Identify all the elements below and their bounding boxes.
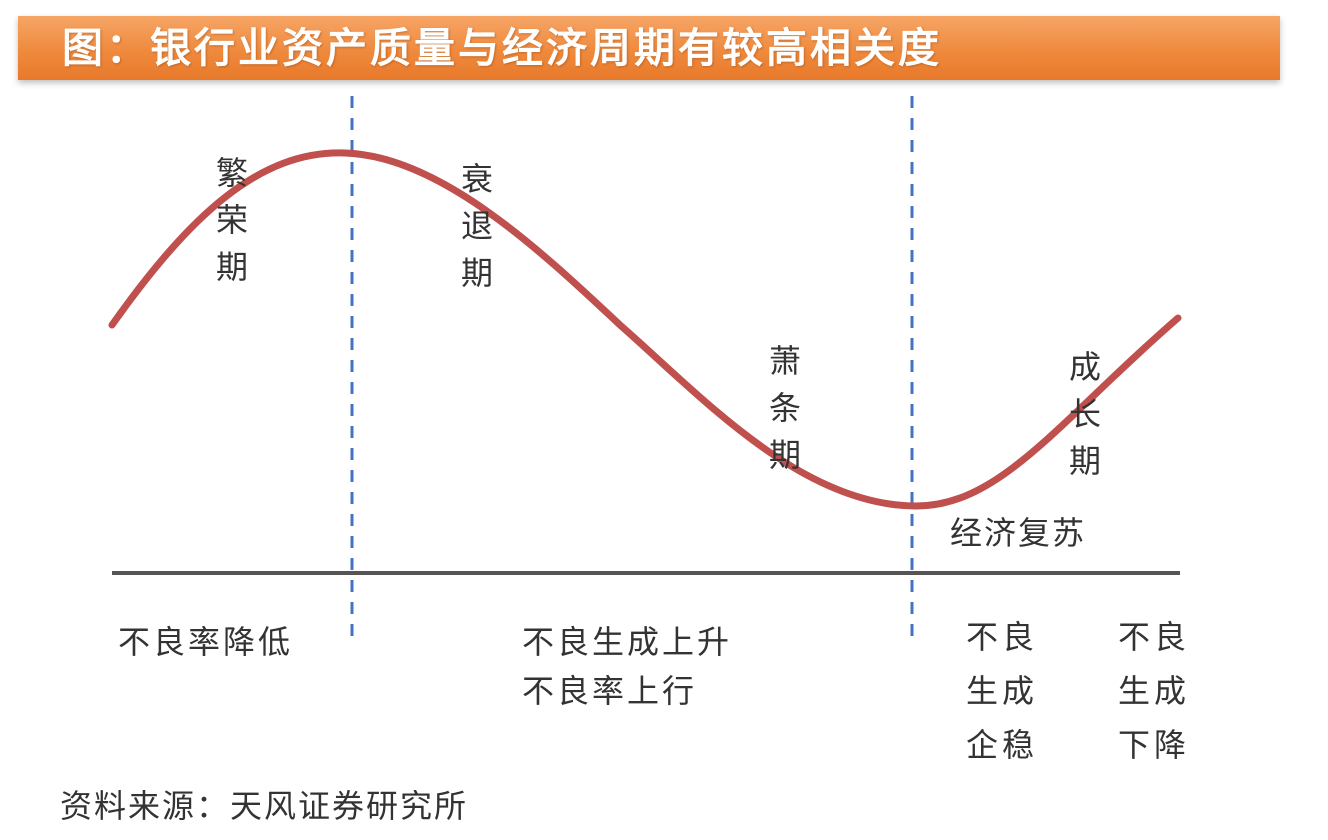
npl-label-recession-line1: 不良生成上升: [522, 623, 733, 661]
phase-label-growth: 成长期: [1068, 348, 1101, 480]
recovery-label: 经济复苏: [950, 514, 1087, 552]
phase-label-depression: 萧条期: [768, 342, 801, 474]
npl-label-prosperity: 不良率降低: [118, 623, 294, 661]
phase-label-recession: 衰退期: [460, 160, 493, 292]
npl-label-recovery: 不良生成企稳: [966, 618, 1039, 764]
chart-title: 图：银行业资产质量与经济周期有较高相关度: [62, 24, 942, 72]
npl-label-growth: 不良生成下降: [1118, 618, 1191, 764]
npl-label-recession-line2: 不良率上行: [522, 672, 698, 710]
source-note: 资料来源：天风证券研究所: [60, 787, 469, 825]
economic-cycle-curve: [108, 149, 1182, 510]
title-banner: 图：银行业资产质量与经济周期有较高相关度: [18, 16, 1280, 80]
phase-label-prosperity: 繁荣期: [215, 154, 248, 286]
